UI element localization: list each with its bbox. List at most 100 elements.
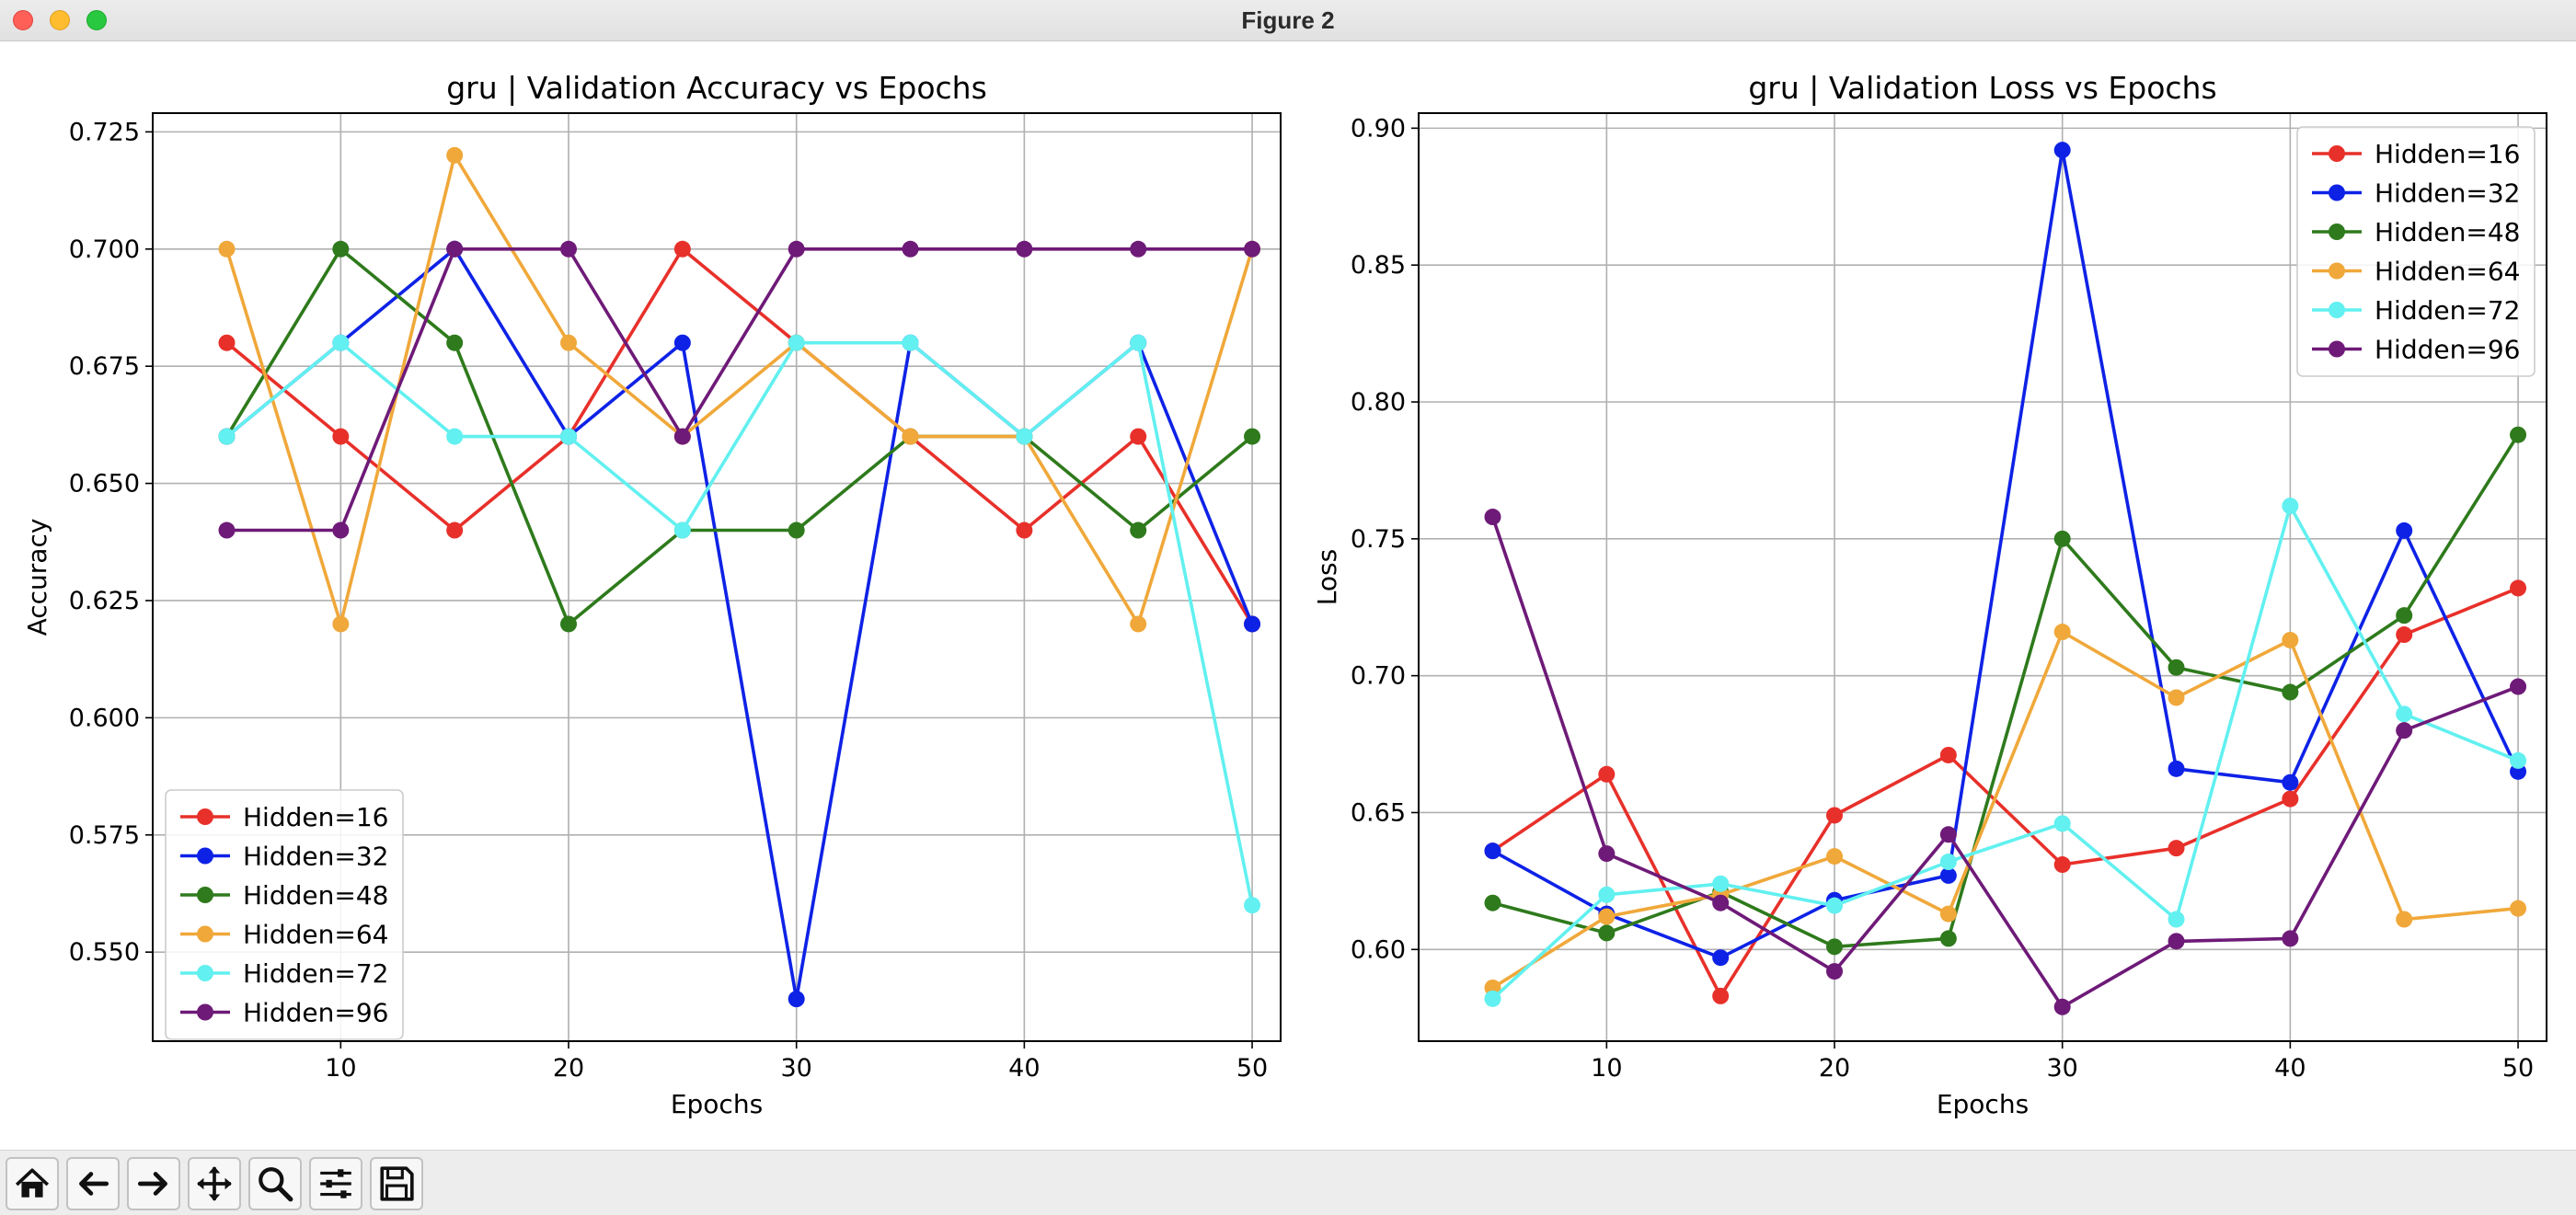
data-point	[560, 334, 578, 351]
data-point	[2510, 678, 2527, 695]
legend-label: Hidden=96	[243, 998, 388, 1028]
x-tick-label: 10	[1591, 1054, 1622, 1083]
data-point	[902, 240, 919, 258]
minimize-window-button[interactable]	[50, 10, 70, 30]
y-tick-label: 0.625	[69, 587, 140, 615]
legend-marker	[197, 965, 213, 981]
legend-marker	[2329, 145, 2345, 162]
data-point	[2053, 856, 2071, 874]
data-point	[560, 240, 578, 258]
legend-label: Hidden=16	[243, 802, 388, 832]
data-point	[1826, 938, 1844, 956]
data-point	[2168, 689, 2185, 706]
data-point	[1598, 908, 1616, 925]
navigation-toolbar	[0, 1150, 2576, 1215]
legend-label: Hidden=72	[2375, 295, 2520, 326]
series-line	[224, 154, 1254, 626]
data-point	[1826, 807, 1844, 824]
forward-arrow-icon	[137, 1172, 167, 1196]
data-point	[218, 428, 236, 445]
data-point	[2168, 760, 2185, 777]
x-tick-label: 20	[1819, 1054, 1850, 1083]
home-button[interactable]	[6, 1157, 59, 1210]
data-point	[2510, 900, 2527, 917]
data-point	[446, 240, 464, 258]
data-point	[2053, 815, 2071, 832]
back-button[interactable]	[66, 1157, 120, 1210]
data-point	[1939, 854, 1957, 871]
figure-canvas: 10 20 30 40 50 0.550 0.575 0.600 0.625 0.650 0.675…	[0, 41, 2576, 1149]
data-point	[2396, 911, 2413, 928]
data-point	[1244, 240, 1261, 258]
x-tick-label: 40	[1008, 1054, 1040, 1083]
data-point	[560, 615, 578, 633]
data-point	[2282, 631, 2299, 648]
save-button[interactable]	[370, 1157, 423, 1210]
y-tick-label: 0.65	[1351, 798, 1406, 827]
data-point	[673, 240, 691, 258]
data-point	[2282, 790, 2299, 808]
y-tick-label: 0.85	[1351, 251, 1406, 280]
data-point	[2396, 705, 2413, 723]
legend: Hidden=16 Hidden=32 Hidden=48 Hidden=64 Hidd…	[165, 789, 404, 1040]
data-point	[2510, 426, 2527, 443]
home-icon	[15, 1168, 50, 1198]
data-point	[1939, 826, 1957, 843]
data-point	[1130, 615, 1147, 633]
data-point	[2282, 498, 2299, 515]
data-point	[446, 522, 464, 539]
data-point	[2396, 522, 2413, 539]
data-point	[788, 991, 805, 1008]
legend: Hidden=16 Hidden=32 Hidden=48 Hidden=64 Hidd…	[2296, 126, 2536, 377]
data-point	[1016, 240, 1033, 258]
data-point	[2053, 142, 2071, 159]
data-point	[788, 240, 805, 258]
data-point	[332, 334, 350, 351]
data-point	[218, 240, 236, 258]
legend-box	[2296, 126, 2536, 377]
y-tick-label: 0.550	[69, 938, 140, 967]
data-point	[1939, 866, 1957, 884]
data-point	[1484, 894, 1501, 911]
y-tick-label: 0.60	[1351, 935, 1406, 964]
series-line	[226, 247, 1252, 533]
data-point	[1244, 428, 1261, 445]
y-tick-label: 0.90	[1351, 114, 1406, 143]
data-point	[1484, 509, 1501, 526]
data-point	[1484, 990, 1501, 1007]
legend-label: Hidden=96	[2375, 335, 2520, 365]
pan-move-icon	[197, 1166, 232, 1201]
legend-label: Hidden=32	[243, 842, 388, 872]
data-point	[2168, 840, 2185, 857]
legend-marker	[2329, 340, 2345, 358]
data-point	[673, 334, 691, 351]
data-point	[1130, 428, 1147, 445]
data-point	[1484, 842, 1501, 860]
legend-marker	[2329, 184, 2345, 201]
data-point	[2168, 659, 2185, 676]
zoom-magnifier-icon	[259, 1167, 293, 1202]
legend-label: Hidden=16	[2375, 139, 2520, 169]
y-tick-label: 0.80	[1351, 388, 1406, 417]
maximize-window-button[interactable]	[86, 10, 107, 30]
zoom-button[interactable]	[248, 1157, 302, 1210]
series-line	[224, 247, 1254, 626]
figure-svg: 10 20 30 40 50 0.550 0.575 0.600 0.625 0.650 0.675…	[22, 70, 2547, 1119]
y-tick-label: 0.650	[69, 470, 140, 499]
legend-marker	[2329, 224, 2345, 240]
forward-button[interactable]	[127, 1157, 180, 1210]
configure-subplots-button[interactable]	[309, 1157, 362, 1210]
data-point	[1712, 949, 1730, 967]
legend-label: Hidden=64	[243, 920, 388, 950]
legend-marker	[197, 808, 213, 825]
window-titlebar: Figure 2	[0, 0, 2576, 41]
data-point	[1130, 240, 1147, 258]
y-tick-label: 0.725	[69, 118, 140, 146]
legend-label: Hidden=48	[2375, 217, 2520, 247]
close-window-button[interactable]	[13, 10, 33, 30]
data-point	[218, 334, 236, 351]
data-point	[446, 334, 464, 351]
pan-button[interactable]	[188, 1157, 241, 1210]
legend-marker	[197, 1003, 213, 1021]
data-point	[2053, 530, 2071, 547]
